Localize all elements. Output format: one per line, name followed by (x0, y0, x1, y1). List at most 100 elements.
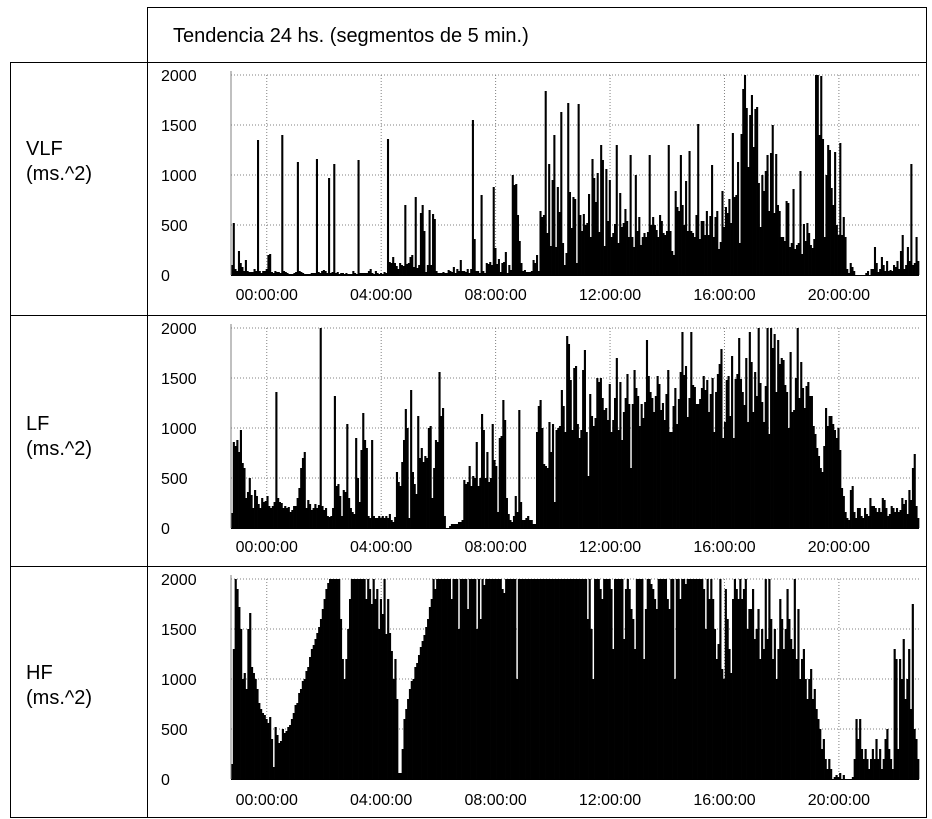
vlf-bar (551, 180, 554, 275)
vlf-bar (237, 251, 241, 275)
vlf-bar (712, 237, 715, 275)
lf-bar (791, 412, 794, 528)
vlf-bar (834, 152, 837, 275)
lf-bar (452, 524, 455, 528)
hf-bar (496, 579, 499, 779)
vlf-bar (787, 203, 790, 275)
vlf-bar (719, 242, 722, 275)
hf-chart: 0 500 1000 1500 2000 00:00:00 04:00:00 08:00:00… (161, 572, 920, 809)
hf-bar (719, 579, 722, 779)
lf-bar (826, 426, 829, 528)
lf-bar (363, 440, 367, 528)
lf-bar (392, 522, 395, 528)
hf-bar (405, 709, 408, 779)
hf-bar (574, 579, 577, 779)
hf-bar (788, 619, 791, 779)
hf-bar (330, 579, 334, 779)
hf-bar (325, 589, 328, 779)
lf-bar (340, 516, 344, 528)
lf-bar (410, 390, 413, 528)
lf-bar (720, 349, 723, 528)
hf-bar (786, 589, 789, 779)
vlf-bar (705, 211, 708, 275)
vlf-bar (633, 247, 636, 275)
lf-bar (844, 512, 847, 528)
lf-bar (495, 466, 498, 528)
lf-bar (612, 420, 615, 528)
lf-bar (731, 356, 734, 528)
lf-bar (686, 417, 689, 528)
vlf-bar (608, 180, 611, 275)
vlf-bar (775, 154, 778, 275)
hf-bar (683, 579, 686, 779)
vlf-bar (343, 274, 346, 275)
lf-y-tick-label: 1000 (161, 421, 197, 438)
hf-bar (407, 699, 410, 779)
vlf-bar (880, 257, 883, 275)
vlf-bar (738, 243, 741, 275)
hf-bar (889, 759, 893, 779)
hf-bar (817, 719, 820, 779)
hf-bar (231, 764, 234, 779)
vlf-bar (811, 248, 814, 275)
hf-bar (799, 679, 802, 779)
vlf-bar (832, 205, 835, 275)
row-label-lf: LF (ms.^2) (10, 315, 148, 567)
vlf-bar (558, 212, 561, 275)
lf-bar (596, 378, 599, 528)
lf-bar (894, 512, 897, 528)
vlf-bar (813, 239, 816, 275)
vlf-bar (284, 272, 287, 275)
lf-bar (284, 506, 287, 528)
lf-bar (642, 418, 645, 528)
hf-bar (466, 609, 470, 779)
vlf-bar (272, 273, 275, 275)
lf-bar (367, 516, 370, 528)
lf-bar (885, 508, 888, 528)
vlf-bar (471, 120, 474, 275)
vlf-bar (289, 274, 293, 275)
lf-bar (784, 385, 787, 528)
hf-bar (254, 679, 257, 779)
lf-bar (638, 426, 641, 528)
vlf-bar (397, 269, 400, 275)
lf-bar (431, 498, 434, 528)
lf-bar (397, 482, 400, 528)
hf-bar (483, 585, 486, 779)
lf-bar (287, 507, 290, 528)
vlf-bar (269, 254, 272, 275)
vlf-bar (430, 265, 433, 275)
lf-bar (424, 456, 427, 528)
vlf-bar (529, 272, 532, 275)
vlf-bar (679, 155, 682, 275)
hf-bar (666, 599, 669, 779)
vlf-bar (411, 255, 414, 275)
hf-bar (252, 673, 255, 779)
vlf-bar (624, 209, 627, 275)
vlf-bar (395, 266, 398, 275)
lf-bar (782, 360, 785, 528)
lf-bar (296, 498, 299, 528)
hf-bar (673, 679, 677, 779)
hf-bar (552, 579, 555, 779)
hf-bar (289, 725, 292, 779)
vlf-bar (381, 274, 384, 275)
hf-bar (592, 679, 595, 779)
lf-bar (278, 502, 281, 528)
hf-bar (603, 579, 606, 779)
vlf-bar (447, 270, 450, 275)
lf-bar (878, 508, 881, 528)
hf-bar (869, 759, 873, 779)
vlf-bar (281, 135, 284, 275)
lf-bar (867, 516, 870, 528)
lf-bar (275, 392, 278, 528)
lf-bar (901, 498, 904, 528)
hf-bar (240, 629, 243, 779)
hf-bar (263, 715, 266, 779)
vlf-bar (646, 232, 650, 275)
lf-bar (500, 436, 503, 528)
lf-bar (832, 424, 835, 528)
lf-bar (677, 399, 680, 528)
lf-bar (801, 388, 805, 528)
vlf-bar (678, 211, 681, 275)
